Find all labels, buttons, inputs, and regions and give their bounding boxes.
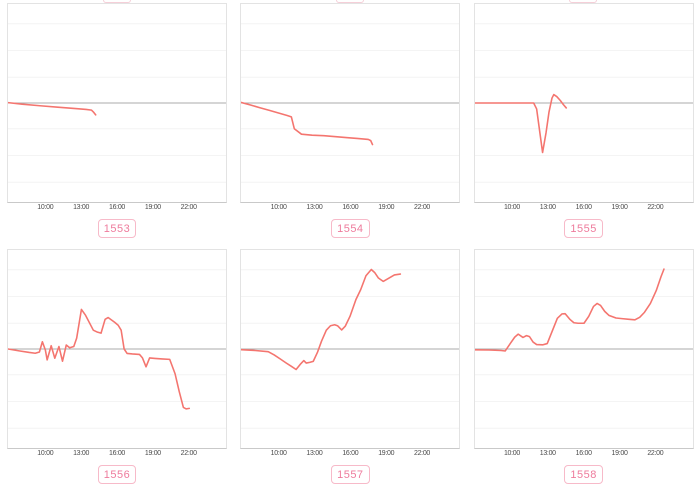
badge-row: 1556 [7, 465, 227, 484]
plot-area[interactable] [473, 3, 694, 203]
x-axis: 10:00 13:00 16:00 19:00 22:00 [7, 449, 227, 461]
chart-id-badge[interactable]: 1557 [331, 465, 370, 484]
line-chart [241, 23, 460, 183]
x-tick-label: 13:00 [539, 204, 556, 211]
plot-area[interactable] [240, 249, 461, 449]
x-tick-label: 19:00 [611, 450, 628, 457]
line-chart [8, 23, 226, 183]
x-tick-label: 16:00 [108, 204, 126, 211]
x-tick-label: 19:00 [144, 204, 161, 211]
line-chart [241, 268, 460, 429]
x-tick-label: 10:00 [270, 450, 287, 457]
x-tick-label: 10:00 [37, 204, 54, 211]
series-line [8, 308, 191, 410]
chart-id-badge[interactable]: 1558 [564, 465, 603, 484]
chart-card: 10:00 13:00 16:00 19:00 22:00 1553 [0, 0, 233, 246]
x-tick-label: 19:00 [144, 450, 161, 457]
line-chart [8, 269, 226, 429]
line-chart [474, 268, 693, 429]
x-tick-label: 10:00 [37, 450, 54, 457]
x-tick-label: 22:00 [180, 450, 197, 457]
x-tick-label: 16:00 [575, 204, 592, 211]
plot-area[interactable] [7, 249, 227, 449]
x-tick-label: 19:00 [378, 450, 395, 457]
x-tick-label: 13:00 [306, 450, 323, 457]
chart-card: 10:00 13:00 16:00 19:00 22:00 1558 [467, 246, 700, 492]
x-tick-label: 22:00 [414, 204, 431, 211]
line-chart [474, 23, 693, 183]
x-axis: 10:00 13:00 16:00 19:00 22:00 [240, 449, 460, 461]
x-tick-label: 10:00 [270, 204, 287, 211]
x-tick-label: 10:00 [503, 204, 520, 211]
cropped-badge-remnant [569, 0, 598, 3]
chart-id-badge[interactable]: 1556 [97, 465, 137, 484]
series-line [8, 101, 97, 116]
x-axis: 10:00 13:00 16:00 19:00 22:00 [474, 203, 694, 215]
cropped-badge-remnant [102, 0, 131, 3]
cropped-badge-remnant [335, 0, 364, 3]
badge-row: 1557 [240, 465, 460, 484]
badge-row: 1553 [7, 219, 227, 238]
badge-row: 1558 [474, 465, 694, 484]
x-tick-label: 22:00 [414, 450, 431, 457]
x-tick-label: 13:00 [73, 204, 90, 211]
x-tick-label: 10:00 [503, 450, 520, 457]
plot-area[interactable] [7, 3, 227, 203]
badge-row: 1555 [474, 219, 694, 238]
x-tick-label: 16:00 [108, 450, 126, 457]
chart-card: 10:00 13:00 16:00 19:00 22:00 1556 [0, 246, 233, 492]
series-line [241, 101, 374, 146]
chart-id-badge[interactable]: 1555 [564, 219, 603, 238]
x-axis: 10:00 13:00 16:00 19:00 22:00 [240, 203, 460, 215]
x-tick-label: 16:00 [575, 450, 592, 457]
x-tick-label: 19:00 [611, 204, 628, 211]
x-axis: 10:00 13:00 16:00 19:00 22:00 [7, 203, 227, 215]
series-line [474, 268, 665, 352]
plot-area[interactable] [473, 249, 694, 449]
series-line [474, 93, 567, 154]
chart-id-badge[interactable]: 1554 [331, 219, 370, 238]
plot-area[interactable] [240, 3, 461, 203]
x-axis: 10:00 13:00 16:00 19:00 22:00 [474, 449, 694, 461]
x-tick-label: 19:00 [378, 204, 395, 211]
x-tick-label: 22:00 [647, 450, 664, 457]
chart-card: 10:00 13:00 16:00 19:00 22:00 1555 [467, 0, 700, 246]
x-tick-label: 13:00 [306, 204, 323, 211]
x-tick-label: 22:00 [647, 204, 664, 211]
x-tick-label: 13:00 [73, 450, 90, 457]
x-tick-label: 16:00 [342, 450, 359, 457]
chart-id-badge[interactable]: 1553 [97, 219, 137, 238]
chart-card: 10:00 13:00 16:00 19:00 22:00 1557 [233, 246, 466, 492]
x-tick-label: 16:00 [342, 204, 359, 211]
x-tick-label: 22:00 [180, 204, 197, 211]
x-tick-label: 13:00 [539, 450, 556, 457]
badge-row: 1554 [240, 219, 460, 238]
chart-card: 10:00 13:00 16:00 19:00 22:00 1554 [233, 0, 466, 246]
series-line [241, 268, 402, 371]
